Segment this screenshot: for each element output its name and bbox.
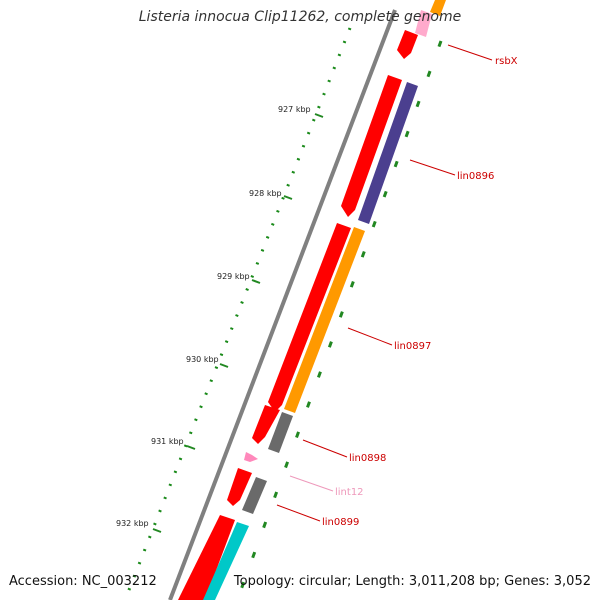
gene-label-lin0897[interactable]: lin0897 bbox=[394, 341, 431, 352]
gene-lin0897-arrow bbox=[268, 223, 351, 412]
inner-tick-ring bbox=[236, 40, 443, 599]
gene-next-arrow bbox=[178, 515, 235, 600]
tick-label-932: 932 kbp bbox=[116, 519, 149, 528]
leader-lin0898 bbox=[302, 439, 348, 458]
gene-label-lin0896[interactable]: lin0896 bbox=[457, 171, 494, 182]
tick-mark bbox=[283, 195, 293, 200]
cog-bar-lin0897 bbox=[284, 227, 365, 413]
cog-bars bbox=[203, 0, 446, 600]
gene-lint12-marker bbox=[244, 452, 258, 462]
forward-strand-genes bbox=[178, 30, 418, 600]
gene-rsbx-arrow bbox=[397, 30, 418, 59]
gene-labels: rsbX lin0896 lin0897 lin0898 lint12 lin0… bbox=[322, 56, 518, 528]
leader-lin0896 bbox=[409, 159, 456, 176]
leader-lin0897 bbox=[347, 327, 393, 346]
tick-mark bbox=[251, 279, 261, 284]
tick-mark bbox=[219, 363, 229, 368]
genome-backbone bbox=[168, 9, 397, 600]
gene-lin0899-arrow bbox=[227, 468, 252, 506]
accession-text: Accession: NC_003212 bbox=[9, 574, 157, 589]
cog-bar-next bbox=[203, 522, 249, 600]
tick-label-931: 931 kbp bbox=[151, 437, 184, 446]
cog-bar-lin0898 bbox=[268, 412, 293, 453]
gene-label-lint12[interactable]: lint12 bbox=[335, 487, 364, 498]
tick-label-930: 930 kbp bbox=[186, 355, 219, 364]
cog-bar-rsbx-orange bbox=[430, 0, 446, 16]
genome-summary-text: Topology: circular; Length: 3,011,208 bp… bbox=[233, 574, 591, 589]
gene-lin0898-arrow bbox=[252, 405, 280, 444]
tick-label-929: 929 kbp bbox=[217, 272, 250, 281]
gene-label-leaders bbox=[276, 44, 493, 522]
tick-mark bbox=[314, 113, 324, 118]
cog-bar-rsbx-pink bbox=[415, 10, 432, 37]
leader-lin0899 bbox=[276, 504, 321, 522]
tick-mark bbox=[152, 528, 162, 533]
cog-bar-lin0899 bbox=[242, 477, 267, 514]
map-title: Listeria innocua Clip11262, complete gen… bbox=[138, 9, 462, 25]
gene-label-rsbx[interactable]: rsbX bbox=[495, 56, 518, 67]
gene-label-lin0898[interactable]: lin0898 bbox=[349, 453, 386, 464]
scale-ticks: 927 kbp 928 kbp 929 kbp 930 kbp 931 kbp … bbox=[116, 105, 324, 533]
tick-label-927: 927 kbp bbox=[278, 105, 311, 114]
cog-bar-lin0896 bbox=[358, 82, 418, 224]
gene-lin0896-arrow bbox=[341, 75, 402, 217]
leader-rsbx bbox=[447, 44, 493, 61]
tick-mark bbox=[186, 445, 196, 450]
tick-label-928: 928 kbp bbox=[249, 189, 282, 198]
leader-lint12 bbox=[289, 475, 334, 492]
gene-label-lin0899[interactable]: lin0899 bbox=[322, 517, 359, 528]
